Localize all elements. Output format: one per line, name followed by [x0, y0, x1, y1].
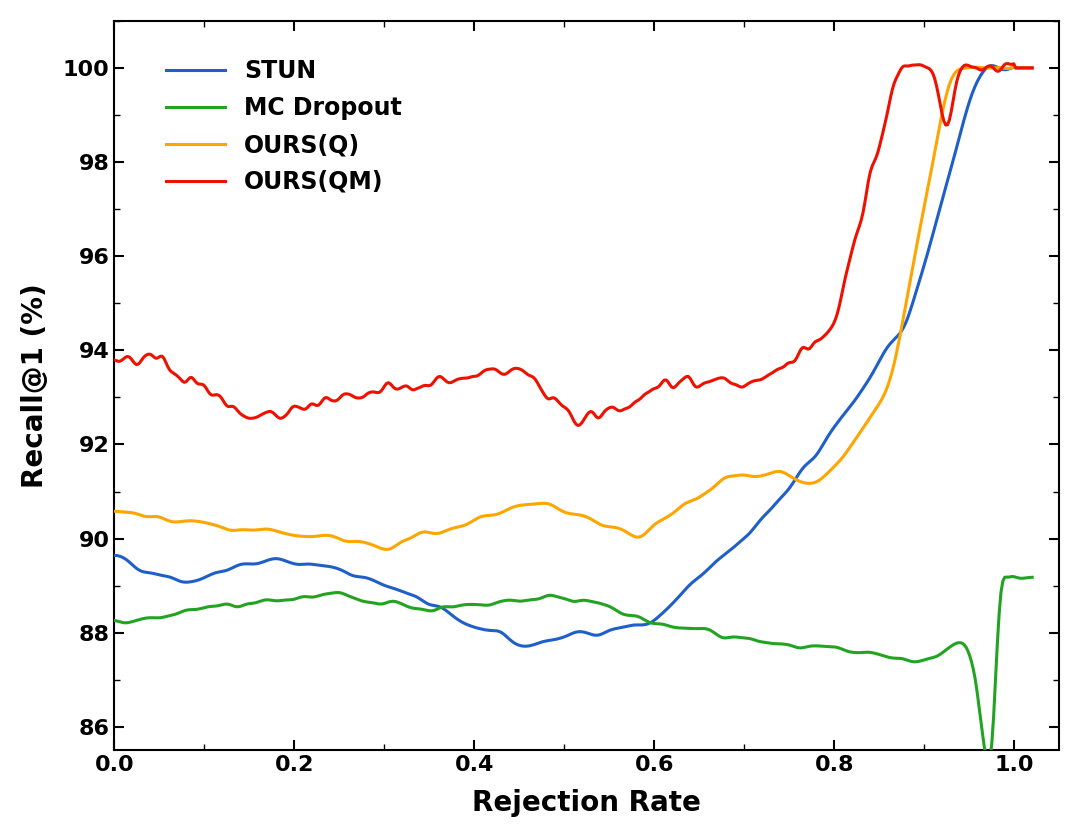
OURS(Q)	[862, 415, 875, 425]
STUN	[862, 375, 875, 385]
OURS(Q)	[1008, 62, 1021, 72]
OURS(Q)	[1005, 63, 1018, 73]
OURS(QM)	[571, 421, 584, 431]
Y-axis label: Recall@1 (%): Recall@1 (%)	[21, 283, 49, 488]
OURS(Q)	[545, 500, 558, 510]
MC Dropout	[1005, 572, 1018, 582]
OURS(Q)	[1026, 63, 1039, 73]
MC Dropout	[1026, 572, 1039, 582]
OURS(QM)	[108, 355, 121, 365]
MC Dropout	[1008, 572, 1021, 582]
OURS(QM)	[1008, 59, 1021, 69]
STUN	[606, 624, 619, 634]
OURS(Q)	[656, 515, 669, 525]
OURS(Q)	[380, 545, 393, 555]
Line: MC Dropout: MC Dropout	[114, 577, 1032, 762]
OURS(Q)	[551, 504, 564, 514]
OURS(QM)	[544, 394, 557, 404]
OURS(QM)	[656, 377, 669, 387]
STUN	[1026, 63, 1039, 73]
OURS(Q)	[108, 506, 121, 516]
MC Dropout	[860, 647, 873, 657]
STUN	[551, 634, 564, 644]
Line: OURS(QM): OURS(QM)	[114, 64, 1032, 426]
STUN	[518, 641, 531, 651]
OURS(QM)	[550, 394, 563, 404]
MC Dropout	[550, 592, 563, 602]
MC Dropout	[605, 603, 618, 613]
OURS(Q)	[606, 522, 619, 532]
STUN	[1008, 62, 1021, 72]
MC Dropout	[654, 619, 667, 629]
STUN	[985, 60, 998, 70]
STUN	[108, 551, 121, 561]
OURS(QM)	[1000, 59, 1013, 69]
X-axis label: Rejection Rate: Rejection Rate	[472, 789, 701, 817]
STUN	[545, 635, 558, 645]
OURS(QM)	[1026, 63, 1039, 73]
MC Dropout	[982, 757, 995, 767]
Legend: STUN, MC Dropout, OURS(Q), OURS(QM): STUN, MC Dropout, OURS(Q), OURS(QM)	[154, 47, 414, 206]
OURS(QM)	[862, 176, 875, 186]
MC Dropout	[544, 590, 557, 600]
Line: OURS(Q): OURS(Q)	[114, 67, 1032, 550]
MC Dropout	[108, 616, 121, 626]
Line: STUN: STUN	[114, 65, 1032, 646]
STUN	[656, 608, 669, 618]
OURS(QM)	[606, 402, 619, 412]
